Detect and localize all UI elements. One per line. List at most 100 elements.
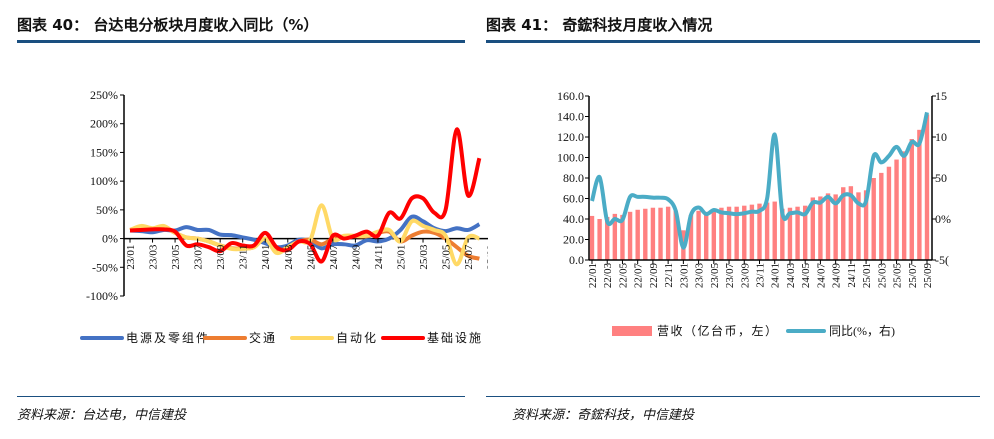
bar	[871, 178, 876, 260]
x-tick-label: 24/11	[846, 263, 858, 288]
bar	[825, 193, 831, 260]
y-left-tick-label: 100.0	[557, 151, 584, 165]
x-tick-label: 23/09	[739, 263, 751, 289]
x-tick-label: 24/09	[350, 244, 362, 270]
y-left-tick-label: 120.0	[557, 130, 584, 144]
bar	[757, 203, 762, 260]
bar	[597, 219, 602, 260]
bar	[726, 206, 732, 260]
x-tick-label: 22/01	[587, 263, 599, 288]
legend-label: 电源及零组件	[126, 331, 210, 345]
x-tick-label: 25/01	[395, 245, 407, 270]
x-tick-label: 23/01	[125, 245, 137, 270]
y-left-tick-label: 20.0	[563, 233, 584, 247]
x-tick-label: 25/05	[441, 244, 453, 270]
bar	[818, 196, 823, 260]
x-tick-label: 24/03	[785, 263, 797, 289]
left-footer-rule	[17, 396, 465, 397]
x-tick-label: 25/05	[892, 263, 904, 289]
x-tick-label: 25/03	[876, 263, 888, 289]
legend-label: 基础设施	[427, 331, 483, 345]
x-tick-label: 25/07	[463, 244, 475, 270]
bar	[620, 214, 625, 260]
bar	[802, 205, 808, 260]
bar	[764, 202, 770, 260]
bar	[909, 139, 914, 260]
bar	[894, 159, 899, 260]
right-source: 资料来源：奇鋐科技，中信建投	[512, 408, 695, 423]
bar	[635, 209, 640, 260]
left-title-rule	[17, 40, 465, 43]
y-tick-label: 150%	[90, 145, 118, 159]
y-right-tick-label: 10	[935, 130, 947, 144]
bar	[848, 186, 854, 260]
bar	[704, 211, 709, 260]
x-tick-label: 25/01	[861, 263, 873, 288]
y-right-tick-label: 50	[935, 171, 947, 185]
bar	[841, 187, 846, 260]
bar	[711, 209, 717, 260]
bar	[886, 166, 892, 260]
x-tick-label: 23/05	[170, 244, 182, 270]
y-tick-label: 200%	[90, 117, 118, 131]
x-tick-label: 22/03	[602, 263, 614, 289]
y-right-tick-label: -5(	[935, 253, 949, 267]
x-tick-label: 23/01	[678, 263, 690, 288]
y-right-tick-label: 0%	[935, 212, 951, 226]
yoy-line	[590, 111, 929, 250]
bar	[772, 201, 777, 260]
bar	[605, 216, 610, 260]
x-tick-label: 24/01	[260, 245, 272, 270]
y-left-tick-label: 160.0	[557, 89, 584, 103]
bar	[924, 114, 930, 260]
bar	[742, 205, 747, 260]
left-chart-title: 图表 40： 台达电分板块月度收入同比（%）	[17, 16, 319, 34]
bar	[879, 172, 884, 260]
y-left-tick-label: 40.0	[563, 212, 584, 226]
legend-label: 自动化	[336, 331, 378, 345]
x-tick-label: 24/11	[373, 245, 385, 270]
y-left-tick-label: 80.0	[563, 171, 584, 185]
x-tick-label: 24/01	[770, 263, 782, 288]
x-tick-label: 23/11	[238, 245, 250, 270]
bar	[863, 190, 869, 260]
bar	[665, 206, 671, 260]
right-title-rule	[486, 40, 980, 43]
y-tick-label: 100%	[90, 174, 118, 188]
bar	[673, 210, 678, 260]
x-tick-label: 22/11	[663, 263, 675, 288]
x-tick-label: 23/07	[193, 244, 205, 270]
y-right-tick-label: 15	[935, 89, 947, 103]
y-tick-label: 0%	[102, 232, 118, 246]
x-tick-label: 25/09	[922, 263, 934, 289]
x-tick-label: 23/11	[755, 263, 767, 288]
y-tick-label: -100%	[86, 289, 118, 303]
x-tick-label: 23/03	[148, 244, 160, 270]
bar	[643, 208, 648, 260]
bar	[795, 206, 800, 260]
x-tick-label: 23/07	[724, 263, 736, 289]
bar	[917, 129, 922, 260]
legend-label: 交通	[249, 330, 277, 345]
y-tick-label: 50%	[96, 203, 118, 217]
left-source: 资料来源：台达电，中信建投	[17, 408, 187, 423]
legend-swatch-bar	[612, 326, 652, 336]
x-tick-label: 25/03	[418, 244, 430, 270]
bar	[833, 194, 838, 260]
x-tick-label: 24/05	[305, 244, 317, 270]
bar	[810, 197, 815, 260]
bar	[650, 207, 656, 260]
bar	[780, 208, 785, 260]
bar	[627, 211, 633, 260]
y-tick-label: 250%	[90, 88, 118, 102]
x-tick-label: 22/05	[617, 263, 629, 289]
x-tick-label: 24/07	[815, 263, 827, 289]
x-tick-label: 23/03	[694, 263, 706, 289]
bar	[856, 192, 861, 260]
left-x-labels: 23/01 23/03 23/05 23/07 23/09 23/11 24/01 24/03…	[125, 238, 498, 270]
x-tick-label: 22/07	[633, 263, 645, 289]
series-line-3	[129, 127, 482, 264]
x-tick-label: 24/09	[831, 263, 843, 289]
x-tick-label: 25/09	[486, 244, 498, 270]
y-left-tick-label: 0.0	[569, 253, 584, 267]
